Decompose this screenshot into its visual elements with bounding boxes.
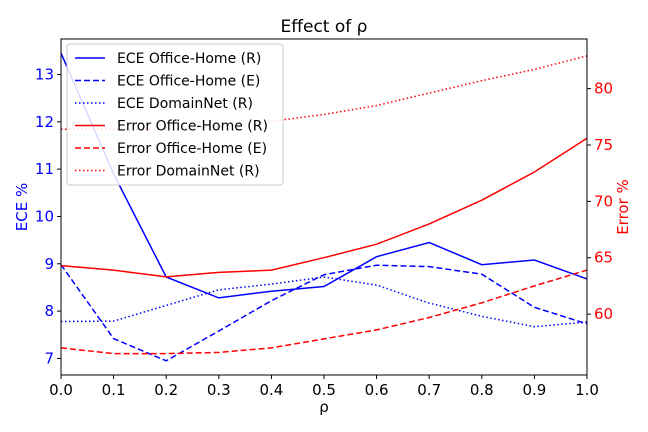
y-right-tick-label: 60 xyxy=(594,305,613,323)
legend-label-5: Error DomainNet (R) xyxy=(117,164,260,180)
x-tick-label: 0.3 xyxy=(207,381,231,399)
x-tick-label: 0.7 xyxy=(417,381,441,399)
y-left-tick-label: 10 xyxy=(35,207,54,225)
legend: ECE Office-Home (R) ECE Office-Home (E) EC… xyxy=(66,43,284,186)
series-line-0 xyxy=(60,52,588,299)
legend-box xyxy=(66,43,284,186)
y-right-tick-label: 70 xyxy=(594,192,613,210)
y-left-tick-label: 9 xyxy=(44,255,54,273)
x-tick-label: 0.9 xyxy=(522,381,546,399)
legend-label-2: ECE DomainNet (R) xyxy=(117,96,253,112)
y-left-tick-label: 7 xyxy=(44,349,54,367)
x-tick-label: 0.6 xyxy=(365,381,389,399)
legend-label-3: Error Office-Home (R) xyxy=(117,119,268,135)
x-tick-label: 0.0 xyxy=(49,381,73,399)
x-tick-label: 1.0 xyxy=(575,381,599,399)
y-axis-left: 7 8 9 10 11 12 13 xyxy=(35,65,61,367)
x-tick-label: 0.4 xyxy=(259,381,283,399)
legend-label-4: Error Office-Home (E) xyxy=(117,141,267,157)
x-tick-label: 0.1 xyxy=(102,381,126,399)
y-left-tick-label: 12 xyxy=(35,113,54,131)
y-axis-right-label: Error % xyxy=(614,179,632,235)
legend-label-0: ECE Office-Home (R) xyxy=(117,51,261,67)
series-layer xyxy=(60,52,588,362)
y-axis-right: 60 65 70 75 80 xyxy=(587,80,613,323)
x-axis-label: ρ xyxy=(319,398,329,416)
x-tick-label: 0.8 xyxy=(470,381,494,399)
x-tick-label: 0.2 xyxy=(154,381,178,399)
series-line-1 xyxy=(60,264,588,362)
x-axis: 0.0 0.1 0.2 0.3 0.4 0.5 0.6 0.7 0.8 0.9 1.0 xyxy=(49,375,599,399)
y-right-tick-label: 65 xyxy=(594,249,613,267)
y-right-tick-label: 80 xyxy=(594,80,613,98)
series-line-4 xyxy=(60,269,588,355)
y-right-tick-label: 75 xyxy=(594,136,613,154)
series-line-2 xyxy=(60,276,588,328)
y-left-tick-label: 13 xyxy=(35,65,54,83)
y-axis-left-label: ECE % xyxy=(13,183,31,231)
series-line-3 xyxy=(60,137,588,278)
x-tick-label: 0.5 xyxy=(312,381,336,399)
y-left-tick-label: 8 xyxy=(44,302,54,320)
chart-title: Effect of ρ xyxy=(281,17,368,37)
legend-label-1: ECE Office-Home (E) xyxy=(117,74,260,90)
y-left-tick-label: 11 xyxy=(35,160,54,178)
